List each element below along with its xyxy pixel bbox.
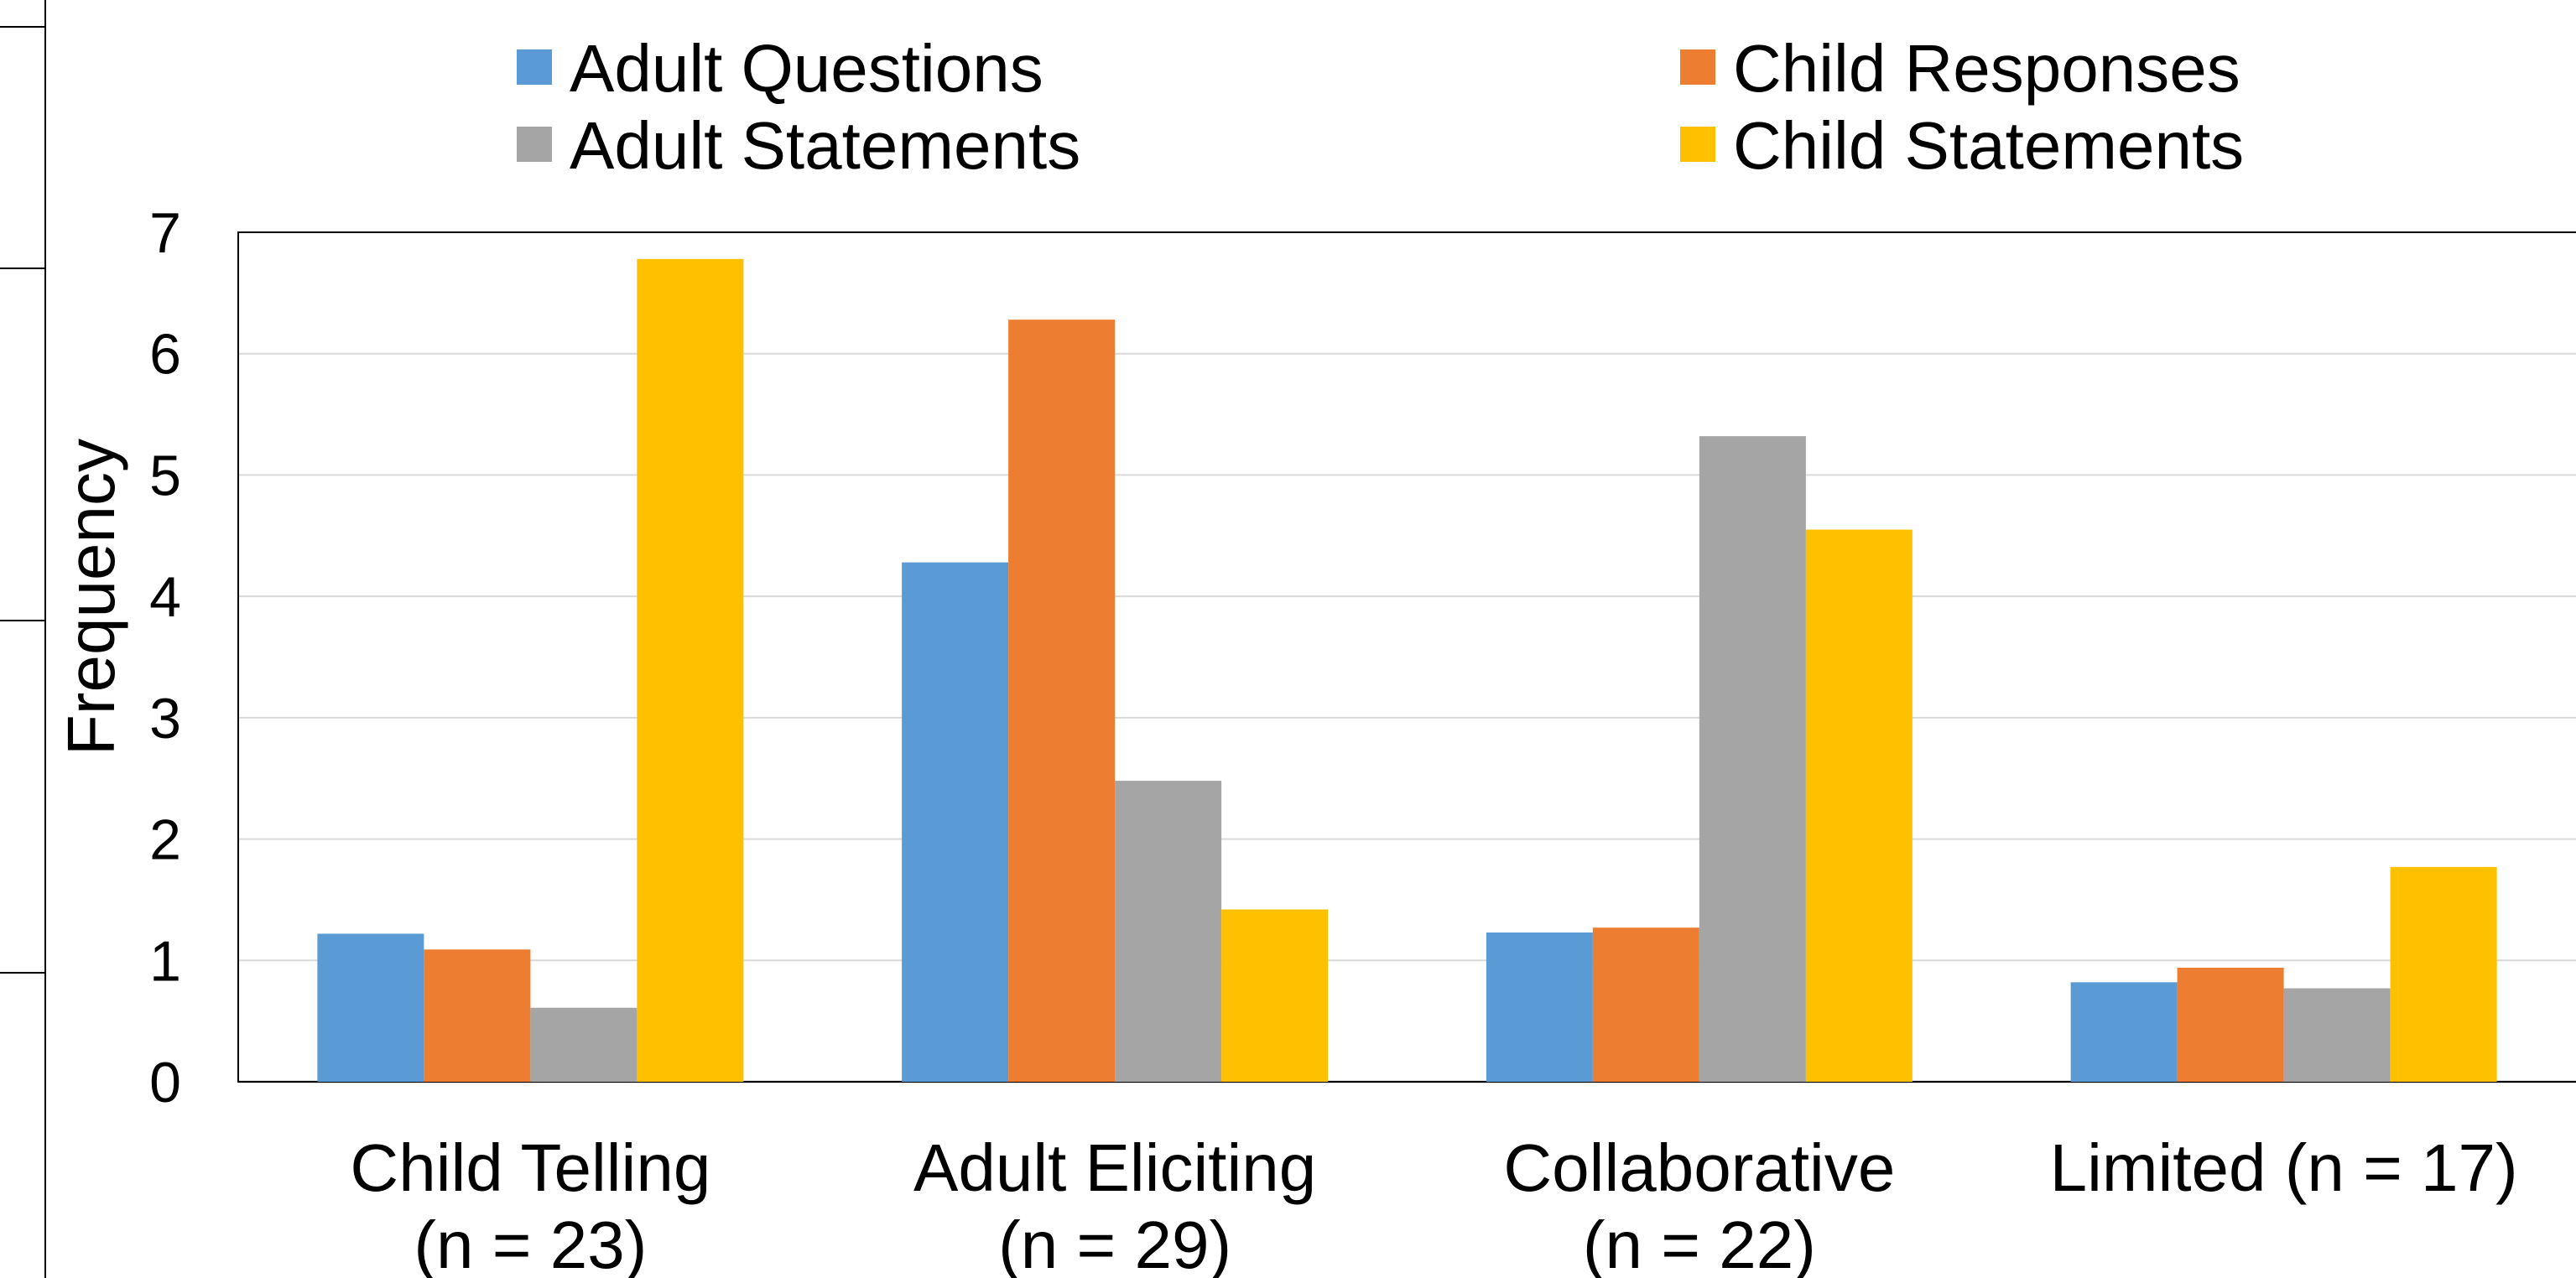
legend-label: Child Statements xyxy=(1733,108,2244,183)
bar-adult-statements xyxy=(2283,988,2391,1082)
y-axis-title: Frequency xyxy=(54,439,128,756)
y-tick-label: 4 xyxy=(149,565,181,629)
x-category-label: Collaborative xyxy=(1503,1130,1895,1205)
x-category-label: (n = 29) xyxy=(998,1208,1231,1278)
legend-swatch xyxy=(1680,49,1715,85)
legend-swatch xyxy=(517,49,552,85)
bars xyxy=(317,258,2497,1082)
legend-label: Adult Statements xyxy=(570,108,1080,183)
x-category-label: Child Telling xyxy=(350,1130,710,1205)
y-tick-label: 3 xyxy=(149,687,181,751)
y-tick-label: 7 xyxy=(149,201,181,265)
x-category-label: Limited (n = 17) xyxy=(2050,1130,2518,1205)
legend-label: Child Responses xyxy=(1733,31,2240,106)
legend-swatch xyxy=(1680,127,1715,162)
y-tick-label: 2 xyxy=(149,808,181,872)
y-tick-label: 6 xyxy=(149,323,181,387)
bar-child-responses xyxy=(1008,320,1116,1082)
left-frame-lines xyxy=(0,0,46,1278)
y-tick-label: 1 xyxy=(149,929,181,993)
x-category-label: Adult Eliciting xyxy=(913,1130,1316,1205)
bar-adult-statements xyxy=(530,1007,637,1082)
bar-child-statements xyxy=(1805,529,1912,1082)
bar-child-statements xyxy=(2390,866,2497,1082)
legend-label: Adult Questions xyxy=(570,31,1043,106)
bar-adult-statements xyxy=(1699,436,1806,1082)
gridlines xyxy=(238,231,2576,1083)
y-axis-ticks: 0 1 2 3 4 5 6 7 xyxy=(149,201,181,1114)
bar-child-statements xyxy=(1221,909,1329,1082)
bar-child-responses xyxy=(1592,927,1699,1082)
bar-adult-questions xyxy=(2070,982,2178,1082)
bar-child-responses xyxy=(424,949,531,1082)
x-axis-categories: Child Telling(n = 23)Adult Eliciting(n =… xyxy=(350,1130,2517,1278)
x-category-label: (n = 22) xyxy=(1583,1208,1816,1278)
bar-adult-questions xyxy=(1486,933,1593,1082)
x-category-label: (n = 23) xyxy=(414,1208,647,1278)
plot-area-border xyxy=(237,231,2576,1083)
bar-adult-questions xyxy=(317,933,424,1082)
y-tick-label: 5 xyxy=(149,444,181,507)
bar-child-responses xyxy=(2177,967,2284,1082)
y-tick-label: 0 xyxy=(149,1051,181,1114)
bar-adult-statements xyxy=(1115,781,1222,1082)
bar-adult-questions xyxy=(902,562,1009,1082)
legend-swatch xyxy=(517,127,552,162)
bar-child-statements xyxy=(637,258,744,1082)
